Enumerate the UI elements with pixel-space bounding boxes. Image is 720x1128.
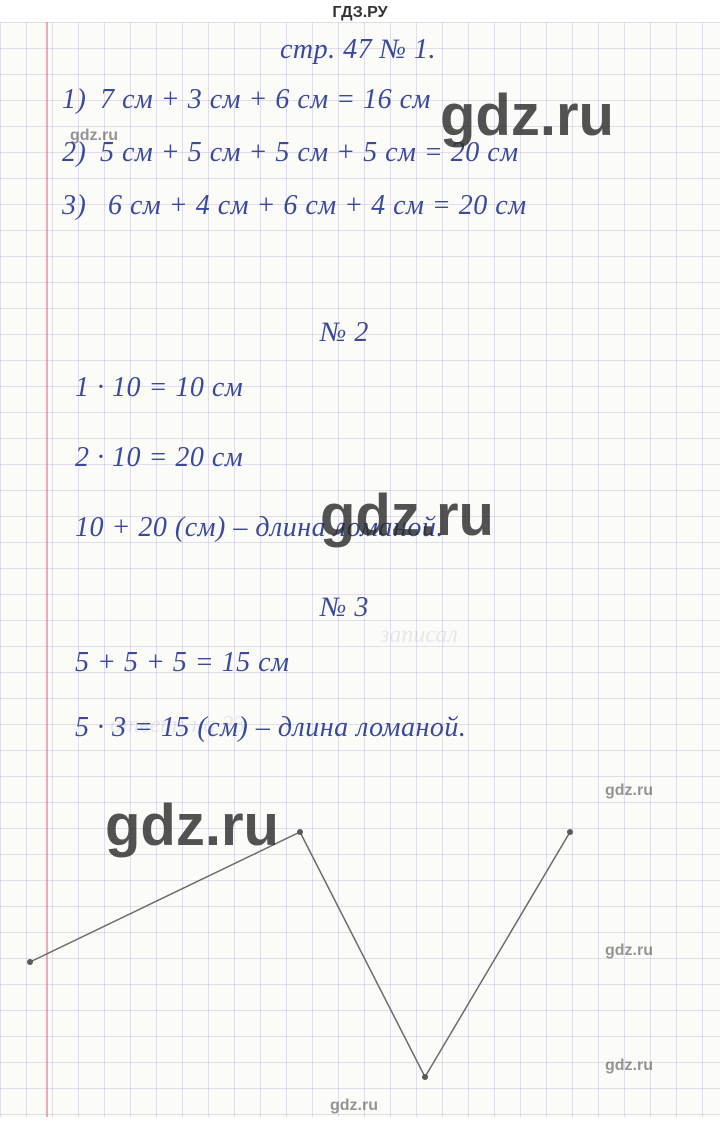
watermark: gdz.ru	[605, 1057, 653, 1075]
site-header: ГДЗ.РУ	[0, 4, 720, 22]
watermark: gdz.ru	[330, 1097, 378, 1115]
watermark: gdz.ru	[605, 782, 653, 800]
watermark: gdz.ru	[605, 942, 653, 960]
watermark: gdz.ru	[105, 792, 279, 859]
notebook-paper: записал ответ: на 23 стр. 47 № 1. 1) 7 с…	[0, 22, 720, 1117]
watermark: gdz.ru	[320, 482, 494, 549]
watermark: gdz.ru	[70, 127, 118, 145]
watermark: gdz.ru	[440, 82, 614, 149]
